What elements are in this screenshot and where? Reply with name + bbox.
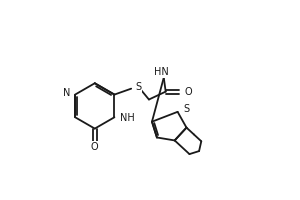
Text: NH: NH bbox=[120, 113, 135, 123]
Text: S: S bbox=[136, 82, 142, 92]
Text: S: S bbox=[184, 104, 190, 114]
Text: HN: HN bbox=[154, 67, 169, 77]
Text: O: O bbox=[184, 87, 192, 97]
Text: N: N bbox=[63, 88, 70, 98]
Text: O: O bbox=[91, 142, 99, 152]
